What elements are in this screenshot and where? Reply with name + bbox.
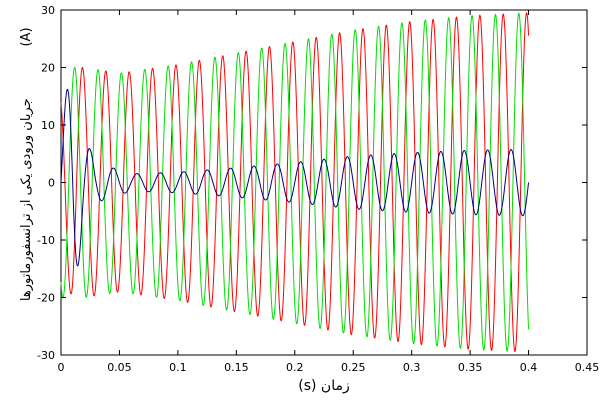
x-tick-label: 0.4 (520, 361, 538, 374)
x-tick-label: 0.35 (458, 361, 483, 374)
y-tick-label: -10 (37, 234, 55, 247)
x-tick-label: 0 (58, 361, 65, 374)
x-tick-label: 0.2 (286, 361, 304, 374)
y-axis-ticks: 30 20 10 0 -10 -20 -30 (37, 4, 587, 362)
x-tick-label: 0.15 (224, 361, 249, 374)
series-line-2 (60, 88, 530, 267)
x-tick-label: 0.3 (403, 361, 421, 374)
y-tick-label: -30 (37, 349, 55, 362)
x-axis-label: زمان (s) (298, 378, 349, 394)
series-line-1 (60, 12, 530, 352)
y-tick-label: 0 (48, 177, 55, 190)
x-axis-ticks: 0 0.05 0.1 0.15 0.2 0.25 0.3 0.35 0.4 0.45 (58, 10, 600, 374)
y-axis-unit: (A) (19, 27, 34, 46)
plot-frame (60, 9, 588, 356)
y-tick-label: 20 (41, 62, 55, 75)
x-tick-label: 0.1 (169, 361, 187, 374)
x-tick-label: 0.05 (107, 361, 132, 374)
plot-area: 0 0.05 0.1 0.15 0.2 0.25 0.3 0.35 0.4 0.45 30 20 10… (37, 4, 599, 374)
y-tick-label: -20 (37, 292, 55, 305)
y-axis-label: جریان ورودی یکی از ترانسفورماتورها (19, 98, 34, 301)
y-tick-label: 30 (41, 4, 55, 17)
y-tick-label: 10 (41, 119, 55, 132)
x-tick-label: 0.25 (341, 361, 366, 374)
series-layer (60, 12, 530, 353)
x-tick-label: 0.45 (575, 361, 600, 374)
series-line-0 (60, 12, 530, 353)
